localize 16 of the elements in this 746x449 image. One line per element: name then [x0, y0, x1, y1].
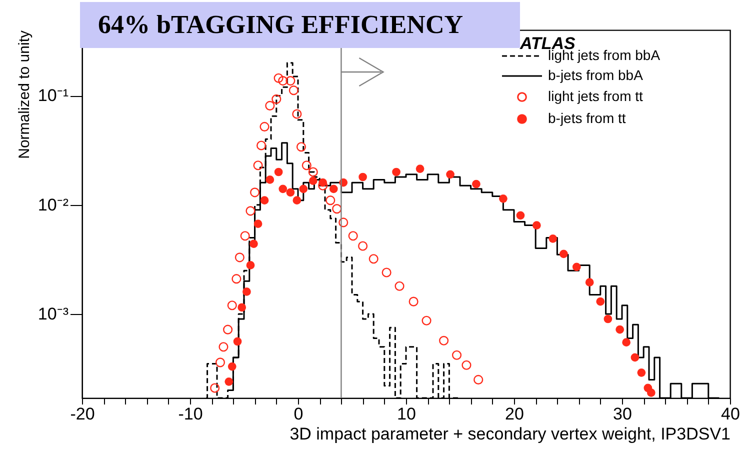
x-tick-label: 10 — [397, 404, 416, 424]
legend-label: light jets from tt — [548, 88, 644, 104]
y-tick-label: 10⁻³ — [38, 304, 69, 324]
x-tick-label: 40 — [721, 404, 740, 424]
y-tick-label: 10⁻² — [38, 195, 69, 214]
legend-label: b-jets from tt — [548, 110, 626, 126]
x-tick-label: 0 — [294, 404, 304, 424]
y-axis-title: Normalized to unity — [16, 30, 33, 159]
x-axis-title: 3D impact parameter + secondary vertex weight, IP3DSV1 — [290, 424, 730, 444]
chart-title: 64% bTAGGING EFFICIENCY — [80, 2, 520, 48]
x-tick-label: 20 — [505, 404, 524, 424]
x-tick-label: -10 — [178, 404, 203, 424]
legend-label: b-jets from bbA — [548, 67, 644, 83]
y-tick-label: 10⁻¹ — [38, 86, 69, 106]
x-tick-label: 30 — [613, 404, 632, 424]
x-tick-label: -20 — [70, 404, 95, 424]
